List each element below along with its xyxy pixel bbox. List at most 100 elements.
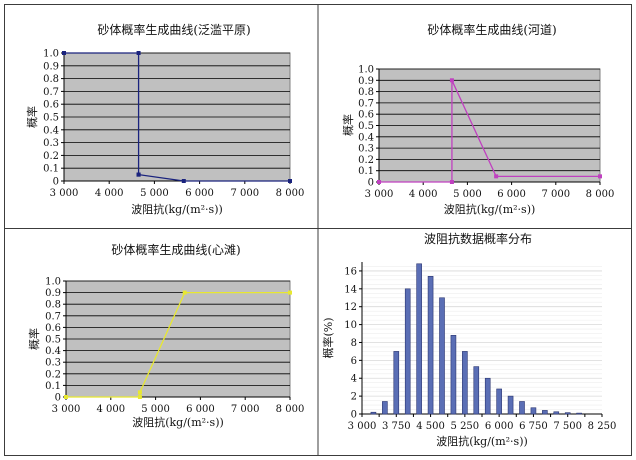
x-tick-label: 7 000 (230, 188, 259, 199)
y-axis-label: 概率(%) (321, 317, 335, 358)
y-tick-label: 12 (344, 302, 357, 313)
y-tick-label: 0.8 (45, 300, 61, 311)
y-tick-label: 0.7 (45, 311, 61, 322)
x-tick-label: 6 000 (497, 189, 526, 200)
x-tick-label: 4 500 (416, 421, 445, 432)
y-tick-label: 0.9 (358, 76, 374, 87)
x-axis-label: 波阻抗(kg/(m²·s)) (436, 434, 528, 448)
data-point (137, 395, 142, 399)
x-tick-label: 8 000 (276, 404, 305, 415)
y-tick-label: 16 (344, 266, 357, 277)
x-tick-label: 7 000 (231, 404, 260, 415)
y-tick-label: 0.6 (358, 110, 374, 121)
bar (576, 412, 582, 415)
bar (507, 395, 514, 415)
y-tick-label: 0.3 (45, 358, 61, 369)
y-tick-label: 0.4 (45, 346, 61, 357)
x-tick-label: 8 000 (276, 188, 305, 199)
y-tick-label: 14 (344, 284, 357, 295)
y-tick-label: 0.7 (43, 87, 59, 98)
bar (404, 288, 411, 415)
x-tick-label: 6 000 (186, 404, 215, 415)
x-tick-label: 3 750 (382, 421, 411, 432)
y-tick-label: 0 (53, 177, 59, 188)
y-tick-label: 0 (351, 410, 357, 421)
bar (450, 335, 457, 415)
bar (427, 276, 434, 415)
x-tick-label: 3 000 (348, 421, 377, 432)
chart-bar-bank: 砂体概率生成曲线(心滩) 00.10.20.30.40.50.60.70.80.9… (27, 242, 304, 429)
y-tick-label: 0.1 (43, 164, 59, 175)
data-point (64, 395, 68, 399)
data-point (494, 174, 499, 179)
y-tick-label: 0.9 (43, 61, 59, 72)
data-point (137, 390, 142, 395)
y-tick-label: 4 (351, 374, 357, 385)
data-point (62, 51, 66, 55)
x-tick-label: 6 000 (185, 188, 214, 199)
y-tick-label: 2 (351, 392, 357, 403)
data-point (182, 290, 187, 295)
x-tick-label: 7 000 (541, 189, 570, 200)
y-tick-label: 0.5 (43, 113, 59, 124)
y-axis-label: 概率 (341, 114, 355, 136)
x-tick-label: 6 000 (485, 421, 514, 432)
bar (530, 407, 537, 415)
chart-title: 波阻抗数据概率分布 (424, 231, 532, 246)
y-tick-label: 0.6 (45, 323, 61, 334)
y-tick-label: 0.8 (43, 74, 59, 85)
bar (542, 410, 548, 415)
bar (393, 351, 400, 415)
data-point (449, 180, 454, 184)
chart-title: 砂体概率生成曲线(心滩) (111, 242, 240, 257)
data-point (449, 78, 454, 83)
x-tick-label: 5 000 (453, 189, 482, 200)
y-tick-label: 0.5 (358, 121, 374, 132)
x-tick-label: 8 000 (586, 189, 615, 200)
y-tick-label: 6 (351, 356, 357, 367)
y-tick-label: 0.6 (43, 100, 59, 111)
y-tick-label: 0 (368, 178, 374, 189)
y-tick-label: 0.2 (358, 155, 374, 166)
x-tick-label: 5 000 (140, 188, 169, 199)
y-tick-label: 0.3 (43, 138, 59, 149)
data-point (288, 290, 292, 295)
bar (484, 377, 491, 415)
bar (519, 401, 525, 415)
y-tick-label: 1.0 (43, 49, 59, 60)
bar (416, 263, 422, 415)
x-tick-label: 3 000 (365, 189, 394, 200)
chart-floodplain: 砂体概率生成曲线(泛滥平原) 0 0.1 0.2 0.3 0.40.5 0.6 0.7 0.8 0… (25, 22, 304, 216)
x-tick-label: 5 250 (451, 421, 480, 432)
y-tick-label: 1.0 (358, 65, 374, 76)
y-tick-label: 0.8 (358, 87, 374, 98)
y-axis-label: 概率 (25, 106, 39, 128)
x-tick-label: 3 000 (52, 404, 81, 415)
chart-title: 砂体概率生成曲线(泛滥平原) (97, 22, 250, 37)
y-tick-label: 0.2 (43, 151, 59, 162)
chart-channel: 砂体概率生成曲线(河道) 00.10.20.30.40.50.60.70.80.9… (341, 22, 614, 216)
y-tick-label: 0 (55, 393, 61, 404)
bar (370, 411, 377, 415)
data-point (136, 51, 141, 55)
x-axis-label: 波阻抗(kg/(m²·s)) (132, 415, 224, 429)
x-tick-label: 7 500 (553, 421, 582, 432)
y-tick-label: 0.2 (45, 369, 61, 380)
bar (462, 351, 468, 415)
y-tick-label: 0.3 (358, 144, 374, 155)
y-tick-label: 10 (344, 320, 357, 331)
data-point (288, 179, 292, 183)
y-tick-label: 0.9 (45, 288, 61, 299)
y-tick-label: 0.4 (43, 125, 59, 136)
y-tick-label: 1.0 (45, 277, 61, 288)
x-tick-label: 6 750 (519, 421, 548, 432)
x-axis-label: 波阻抗(kg/(m²·s)) (444, 202, 536, 216)
bar (553, 411, 560, 415)
bar (439, 297, 445, 415)
y-tick-label: 0.4 (358, 132, 374, 143)
data-point (377, 180, 381, 184)
x-axis-label: 波阻抗(kg/(m²·s)) (131, 202, 223, 216)
x-tick-label: 4 000 (409, 189, 438, 200)
bar (564, 412, 571, 415)
